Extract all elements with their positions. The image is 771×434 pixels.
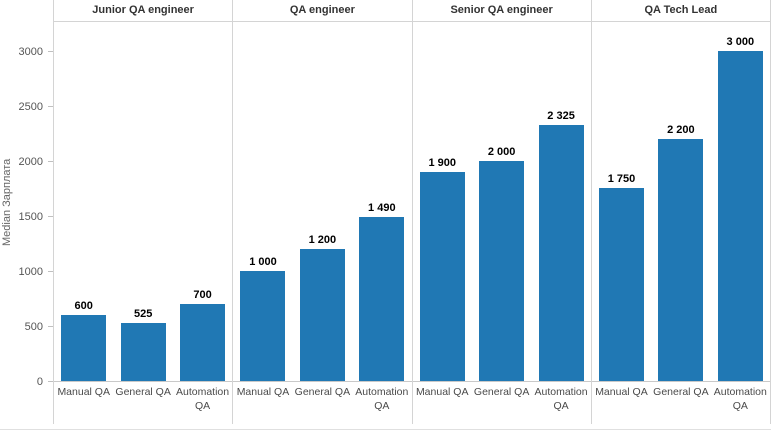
bar-slot: 600 xyxy=(54,300,113,381)
category-axis: Manual QA General QA Automation QA xyxy=(413,382,591,424)
bar[interactable] xyxy=(479,161,525,381)
bar[interactable] xyxy=(717,51,763,381)
y-tick-mark xyxy=(48,51,53,52)
bar[interactable] xyxy=(598,188,644,381)
panel-header: QA Tech Lead xyxy=(591,0,770,22)
bar-slot: 1 900 xyxy=(413,157,472,381)
bar[interactable] xyxy=(538,125,584,381)
bar-slot: 2 000 xyxy=(472,146,531,381)
y-tick-label: 2500 xyxy=(18,101,43,113)
bar-slot: 1 490 xyxy=(352,202,411,381)
bar[interactable] xyxy=(359,217,405,381)
bar-slot: 2 325 xyxy=(531,110,590,381)
panel-plot: 1 000 1 200 1 490 xyxy=(233,22,412,382)
panel-plot: 1 900 2 000 2 325 xyxy=(412,22,591,382)
y-tick-label: 1000 xyxy=(18,266,43,278)
panel: QA Tech Lead 1 750 2 200 3 000 Manual QA Gene… xyxy=(590,0,771,424)
y-tick-label: 0 xyxy=(36,376,43,388)
bar-slot: 525 xyxy=(113,308,172,381)
bar[interactable] xyxy=(299,249,345,381)
bar-value-label: 1 900 xyxy=(428,157,456,169)
bar-value-label: 1 750 xyxy=(607,173,636,185)
y-tick-mark xyxy=(48,161,53,162)
bar[interactable] xyxy=(180,304,226,381)
bottom-divider xyxy=(0,429,771,430)
bar-slot: 1 000 xyxy=(233,256,292,381)
y-tick-label: 3000 xyxy=(18,46,43,58)
category-label: Manual QA xyxy=(236,386,290,398)
bar-value-label: 2 000 xyxy=(487,146,516,158)
bar-value-label: 700 xyxy=(193,289,212,301)
bar[interactable] xyxy=(419,172,465,381)
panel-header: Junior QA engineer xyxy=(54,0,233,22)
y-tick-label: 1500 xyxy=(18,211,43,223)
bar-slot: 1 750 xyxy=(592,173,651,381)
category-axis: Manual QA General QA Automation QA xyxy=(233,382,411,424)
bar[interactable] xyxy=(658,139,704,381)
category-label: Manual QA xyxy=(415,386,469,398)
category-axis: Manual QA General QA Automation QA xyxy=(54,382,232,424)
bar-slot: 3 000 xyxy=(711,36,770,381)
category-axis: Manual QA General QA Automation QA xyxy=(592,382,770,424)
category-label: General QA xyxy=(294,386,351,398)
category-label: Automation QA xyxy=(355,386,409,412)
y-tick-mark xyxy=(48,106,53,107)
bar-slot: 700 xyxy=(173,289,232,381)
category-label: Manual QA xyxy=(57,386,110,398)
y-tick-mark xyxy=(48,271,53,272)
y-tick-mark xyxy=(48,326,53,327)
y-tick-mark xyxy=(48,381,53,382)
y-tick-label: 500 xyxy=(24,321,43,333)
y-tick-label: 2000 xyxy=(18,156,43,168)
panel-header: QA engineer xyxy=(233,0,412,22)
bar[interactable] xyxy=(240,271,286,381)
bar-value-label: 1 200 xyxy=(308,234,337,246)
bar[interactable] xyxy=(120,323,166,381)
category-label: Automation QA xyxy=(175,386,230,412)
y-tick-mark xyxy=(48,216,53,217)
panel: Junior QA engineer 600 525 700 Manual QA Gene… xyxy=(53,0,233,424)
bar-value-label: 1 490 xyxy=(368,202,396,214)
bar-value-label: 2 200 xyxy=(667,124,695,136)
category-label: Automation QA xyxy=(713,386,767,412)
bar-value-label: 1 000 xyxy=(249,256,277,268)
panel-header: Senior QA engineer xyxy=(412,0,591,22)
bar-value-label: 525 xyxy=(133,308,153,320)
category-label: General QA xyxy=(473,386,530,398)
bar[interactable] xyxy=(61,315,107,381)
bar-value-label: 600 xyxy=(74,300,93,312)
category-label: General QA xyxy=(653,386,709,398)
panel-plot: 600 525 700 xyxy=(54,22,233,382)
category-label: Automation QA xyxy=(534,386,588,412)
panel: QA engineer 1 000 1 200 1 490 Manual QA Gener… xyxy=(232,0,412,424)
panel: Senior QA engineer 1 900 2 000 2 325 Manual … xyxy=(411,0,591,424)
bar-slot: 1 200 xyxy=(293,234,352,381)
bar-slot: 2 200 xyxy=(651,124,710,381)
panel-plot: 1 750 2 200 3 000 xyxy=(591,22,770,382)
y-axis: 0 500 1000 1500 2000 2500 3000 xyxy=(0,22,53,388)
bar-value-label: 3 000 xyxy=(726,36,755,48)
chart-panels: Junior QA engineer 600 525 700 Manual QA Gene… xyxy=(53,0,771,424)
bar-value-label: 2 325 xyxy=(547,110,575,122)
category-label: General QA xyxy=(115,386,171,398)
category-label: Manual QA xyxy=(595,386,648,398)
